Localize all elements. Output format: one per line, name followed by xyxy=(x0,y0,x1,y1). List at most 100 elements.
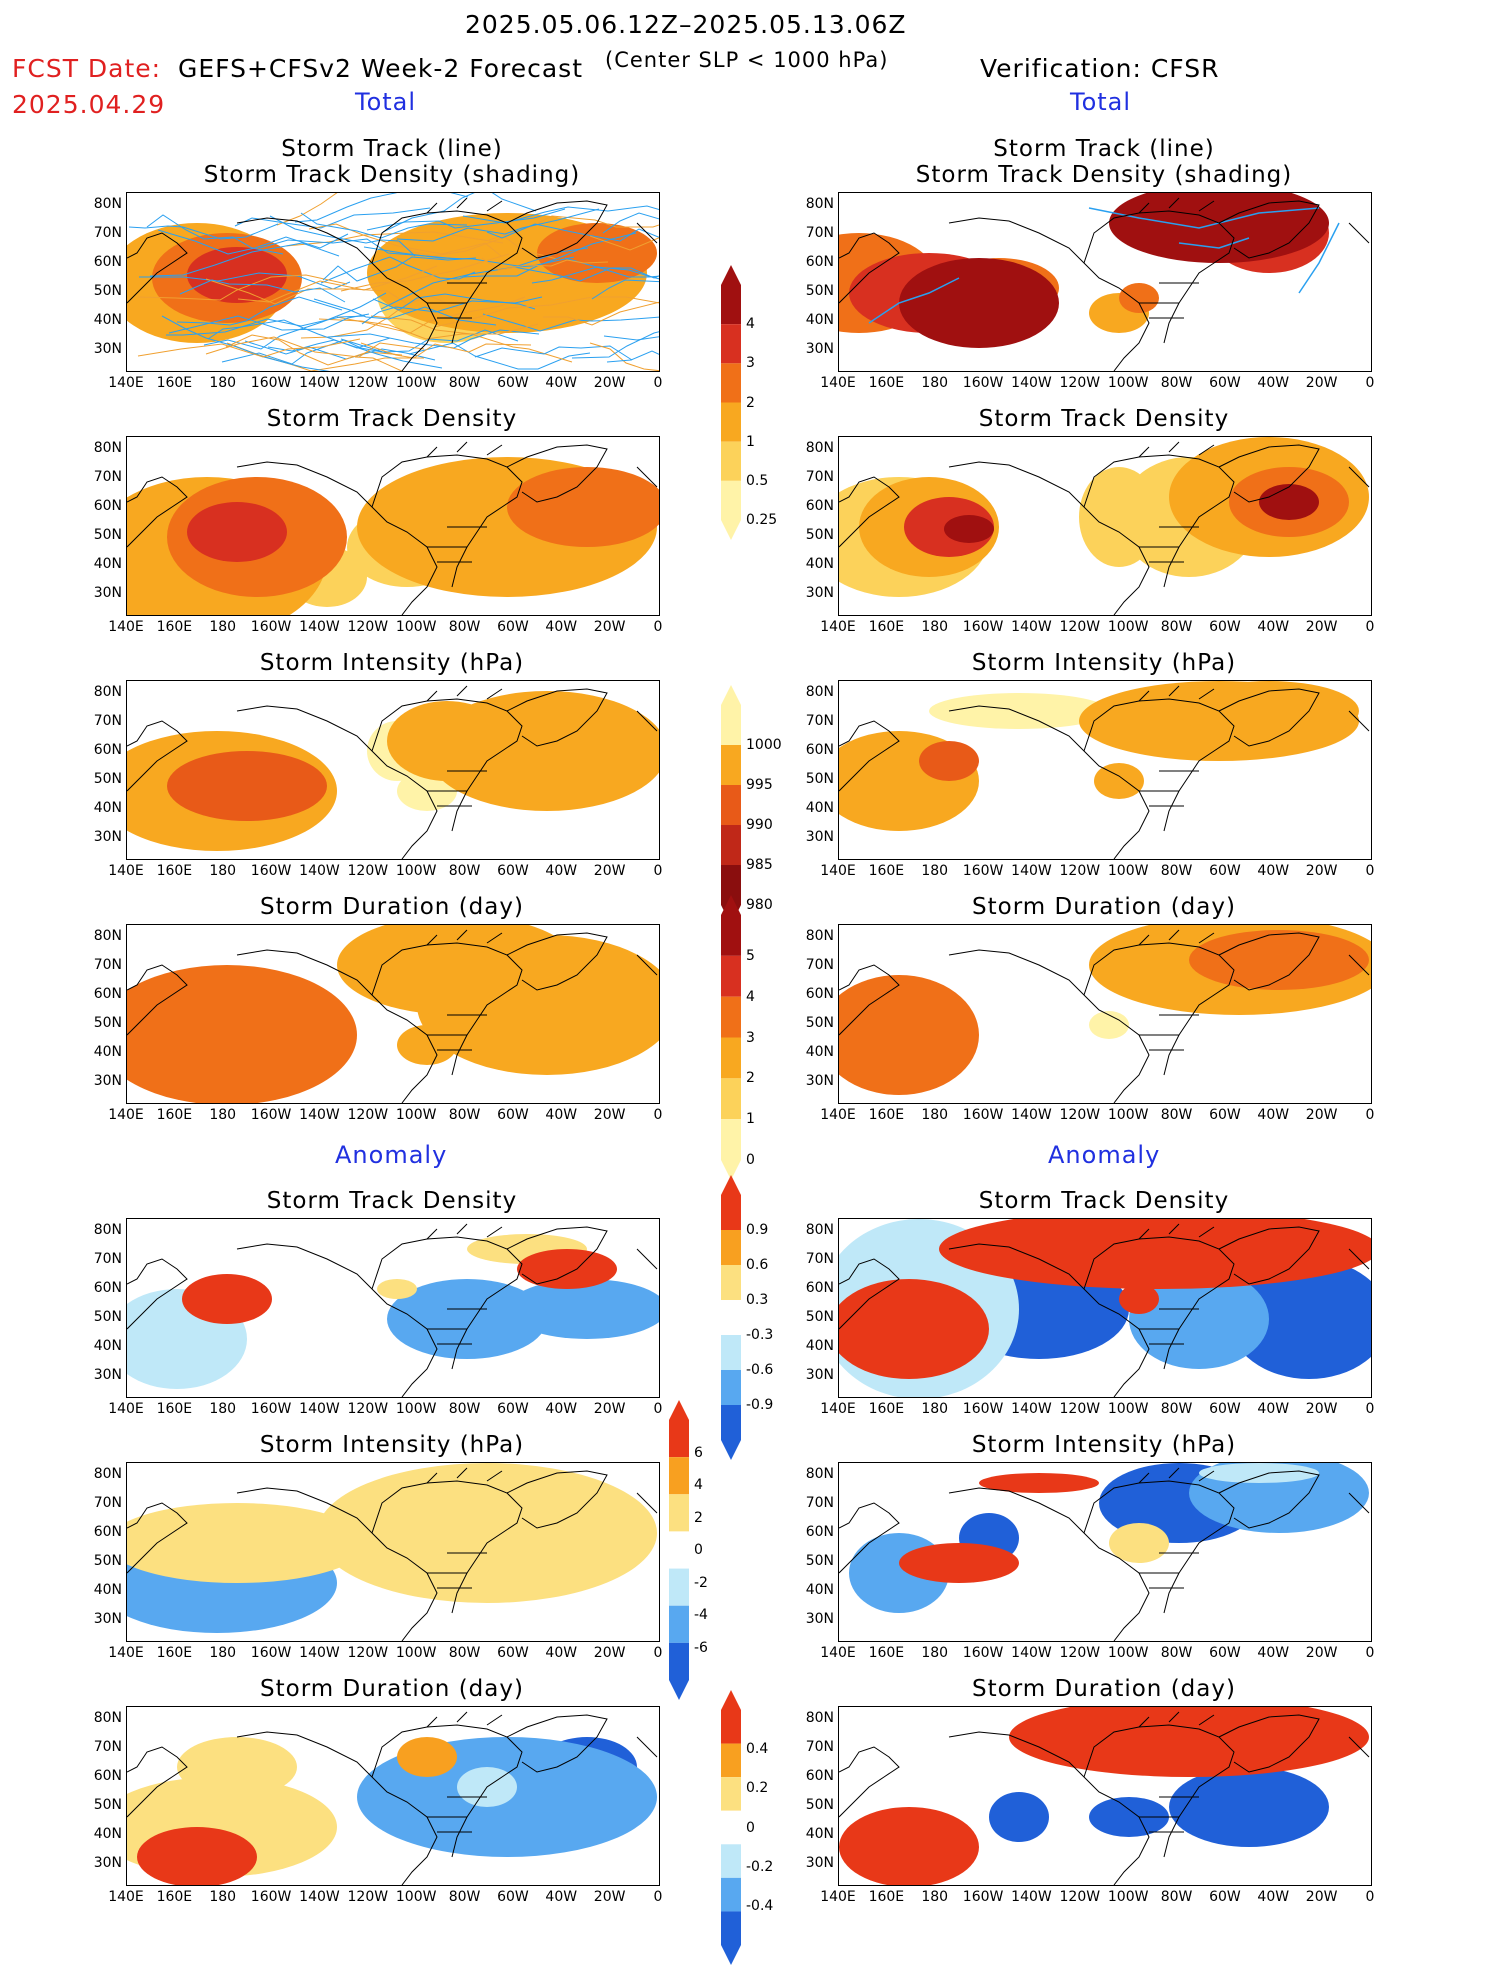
lat-tick-label: 50N xyxy=(93,1309,122,1325)
coastline xyxy=(1139,282,1199,319)
lon-tick-label: 20W xyxy=(593,1107,626,1123)
coastline xyxy=(427,282,487,319)
lon-tick-label: 160W xyxy=(250,1889,292,1905)
colorbar-label: 980 xyxy=(746,897,773,913)
shading-region xyxy=(839,1279,989,1379)
map-track-line-forecast xyxy=(126,192,660,372)
lat-tick-label: 40N xyxy=(93,800,122,816)
lon-tick-label: 160W xyxy=(250,863,292,879)
model-title: GEFS+CFSv2 Week-2 Forecast xyxy=(178,54,583,83)
coastline xyxy=(1348,954,1370,976)
coastline xyxy=(1083,1480,1235,1614)
colorbar-arrow-top xyxy=(721,1175,741,1195)
map-duration-forecast xyxy=(126,924,660,1104)
coastline xyxy=(636,1248,658,1270)
coastline xyxy=(1083,454,1235,588)
storm-track-line xyxy=(1298,222,1340,294)
colorbar-swatch xyxy=(721,363,741,403)
coastline xyxy=(127,1502,188,1574)
lon-tick-label: 180 xyxy=(209,375,237,391)
shading-region xyxy=(979,1473,1099,1493)
coastline xyxy=(506,932,608,991)
lon-tick-label: 0 xyxy=(653,1645,663,1661)
colorbar-label: 995 xyxy=(746,777,773,793)
lon-tick-label: 20W xyxy=(593,1401,626,1417)
lon-tick-label: 0 xyxy=(653,619,663,635)
lon-tick-label: 20W xyxy=(1305,1645,1338,1661)
lat-tick-label: 50N xyxy=(805,1797,834,1813)
lon-tick-label: 120W xyxy=(1059,1889,1101,1905)
lat-tick-label: 60N xyxy=(805,1768,834,1784)
coastline xyxy=(1138,1711,1215,1728)
lon-tick-label: 160W xyxy=(250,619,292,635)
lon-tick-label: 160E xyxy=(156,1889,193,1905)
colorbar-arrow-bottom xyxy=(721,1945,741,1965)
colorbar-arrow-top xyxy=(721,1690,741,1710)
storm-track-line xyxy=(372,293,536,311)
colorbar-label: 0 xyxy=(746,1152,755,1168)
colorbar-swatch xyxy=(669,1494,689,1532)
lon-tick-label: 20W xyxy=(593,619,626,635)
lat-tick-label: 80N xyxy=(93,196,122,212)
coastline xyxy=(1083,698,1235,832)
lon-tick-label: 100W xyxy=(395,1889,437,1905)
colorbar-swatch xyxy=(721,745,741,785)
coastline xyxy=(1139,526,1199,563)
coastline xyxy=(636,466,658,488)
coastline xyxy=(1083,1236,1235,1370)
coastline xyxy=(1218,1226,1320,1285)
colorbar-swatch xyxy=(721,1370,741,1405)
lon-tick-label: 180 xyxy=(209,1401,237,1417)
storm-track-line xyxy=(137,274,348,301)
lon-tick-label: 160E xyxy=(156,1401,193,1417)
lon-tick-label: 140E xyxy=(820,619,856,635)
lon-tick-label: 0 xyxy=(653,1401,663,1417)
lat-tick-label: 40N xyxy=(805,800,834,816)
lon-tick-label: 120W xyxy=(1059,619,1101,635)
lon-tick-label: 100W xyxy=(1107,375,1149,391)
coastline xyxy=(1083,1724,1235,1858)
colorbar-label: 5 xyxy=(746,947,755,964)
lon-tick-label: 40W xyxy=(1257,1107,1290,1123)
shading-region xyxy=(517,1249,617,1289)
coastline xyxy=(948,1731,1150,1885)
storm-track-line xyxy=(168,313,370,334)
shading-region xyxy=(337,925,577,1015)
coastline xyxy=(426,1467,503,1484)
section-anomaly-right: Anomaly xyxy=(1048,1141,1161,1169)
lon-tick-label: 100W xyxy=(1107,1889,1149,1905)
lon-tick-label: 100W xyxy=(395,375,437,391)
lon-tick-label: 0 xyxy=(1365,1889,1375,1905)
coastline xyxy=(427,526,487,563)
storm-track-line xyxy=(481,257,609,271)
lat-tick-label: 30N xyxy=(93,829,122,845)
lon-tick-label: 180 xyxy=(209,619,237,635)
lat-tick-label: 80N xyxy=(93,684,122,700)
lat-tick-label: 80N xyxy=(93,928,122,944)
panel-title-track-line: Storm Track Density (shading) xyxy=(203,162,581,188)
shading-region xyxy=(1259,484,1319,520)
coastline xyxy=(236,461,438,615)
coastline xyxy=(839,1258,900,1330)
lat-tick-label: 30N xyxy=(805,1073,834,1089)
colorbar-label: 4 xyxy=(746,316,755,333)
lat-tick-label: 70N xyxy=(93,225,122,241)
colorbar-swatch xyxy=(721,1405,741,1440)
colorbar-label: -0.2 xyxy=(746,1858,774,1875)
lat-tick-label: 40N xyxy=(805,1338,834,1354)
lat-tick-label: 70N xyxy=(805,1251,834,1267)
lon-tick-label: 140W xyxy=(1011,375,1052,391)
shading-region xyxy=(167,751,327,821)
coastline xyxy=(839,1746,900,1818)
storm-track-line xyxy=(294,193,469,223)
lon-tick-label: 140W xyxy=(299,1645,340,1661)
coastline xyxy=(236,217,438,371)
lon-tick-label: 20W xyxy=(1305,1889,1338,1905)
lon-tick-label: 140W xyxy=(299,863,340,879)
lon-tick-label: 80W xyxy=(1160,1889,1193,1905)
coastline xyxy=(506,444,608,503)
storm-track-line xyxy=(396,208,600,242)
storm-track-line xyxy=(571,331,659,359)
lat-tick-label: 70N xyxy=(93,1251,122,1267)
lat-tick-label: 30N xyxy=(805,1855,834,1871)
